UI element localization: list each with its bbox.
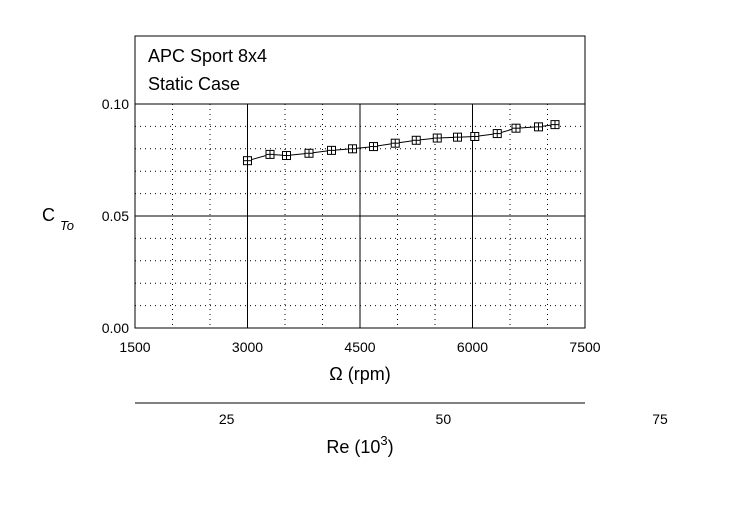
y-tick-label: 0.05	[102, 208, 129, 224]
series-line	[247, 124, 556, 162]
major-grid	[135, 104, 585, 328]
secondary-axis-label: Re (103)	[326, 433, 393, 457]
y-axis-label-subscript: To	[60, 218, 74, 233]
x-axis-ticks: 1500 3000 4500 6000 7500	[119, 339, 600, 355]
x-axis-label: Ω (rpm)	[329, 364, 390, 384]
y-tick-label: 0.00	[102, 320, 129, 336]
y-axis-label-main: C	[42, 205, 55, 225]
secondary-tick-label: 75	[652, 411, 668, 427]
series-group	[243, 120, 560, 166]
x-tick-label: 7500	[569, 339, 600, 355]
secondary-tick-label: 50	[436, 411, 452, 427]
title-box	[134, 35, 586, 105]
x-tick-label: 6000	[457, 339, 488, 355]
x-tick-label: 3000	[232, 339, 263, 355]
x-tick-label: 4500	[344, 339, 375, 355]
y-axis-label: C To	[42, 205, 74, 233]
chart-title-line-1: APC Sport 8x4	[148, 46, 267, 66]
secondary-axis-label-main: Re (10	[326, 437, 380, 457]
secondary-tick-label: 25	[219, 411, 235, 427]
secondary-axis-ticks: 25 50 75	[219, 411, 668, 427]
chart-title-line-2: Static Case	[148, 74, 240, 94]
x-tick-label: 1500	[119, 339, 150, 355]
y-tick-label: 0.10	[102, 96, 129, 112]
secondary-axis-label-end: )	[388, 437, 394, 457]
secondary-axis-label-sup: 3	[380, 433, 387, 448]
y-axis-ticks: 0.00 0.05 0.10	[102, 96, 129, 336]
